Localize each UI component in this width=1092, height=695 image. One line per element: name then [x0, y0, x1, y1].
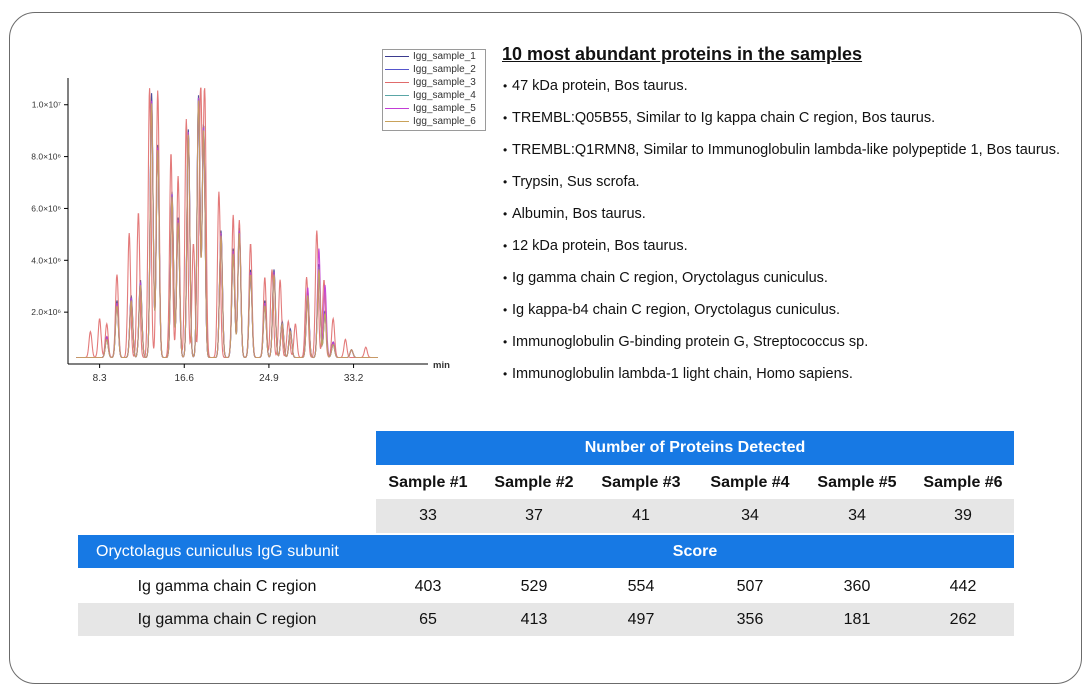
protein-name: TREMBL:Q1RMN8, Similar to Immunoglobulin…: [512, 142, 1061, 158]
x-tick-label: 24.9: [259, 373, 279, 384]
bullet-marker: •: [503, 367, 508, 381]
legend-swatch: [385, 56, 409, 57]
score-value: 507: [736, 577, 764, 595]
protein-count: 37: [525, 507, 543, 524]
legend-entry: Igg_sample_4: [383, 89, 485, 102]
bullet-marker: •: [503, 303, 508, 317]
protein-count: 33: [419, 507, 437, 524]
protein-list-item: • Ig kappa-b4 chain C region, Oryctolagus…: [503, 300, 1060, 332]
slide-card: [9, 12, 1082, 684]
legend-entry: Igg_sample_5: [383, 102, 485, 115]
bullet-marker: •: [503, 79, 508, 93]
x-tick-label: 33.2: [344, 373, 364, 384]
protein-list-item: • 12 kDa protein, Bos taurus.: [503, 236, 1060, 268]
protein-name: 47 kDa protein, Bos taurus.: [512, 78, 688, 94]
protein-list-item: • Immunoglobulin lambda-1 light chain, Ho…: [503, 364, 1060, 396]
legend-label: Igg_sample_6: [413, 116, 476, 127]
legend-swatch: [385, 121, 409, 122]
protein-list-item: • 47 kDa protein, Bos taurus.: [503, 76, 1060, 108]
bullet-marker: •: [503, 207, 508, 221]
protein-name: Immunoglobulin G-binding protein G, Stre…: [512, 334, 869, 350]
score-value: 413: [520, 610, 548, 628]
count-row-bg: [376, 499, 1014, 533]
legend-swatch: [385, 82, 409, 83]
series-line-3: [76, 87, 378, 359]
protein-count: 34: [848, 507, 866, 524]
score-row-bg: [78, 603, 1014, 636]
legend-swatch: [385, 69, 409, 70]
protein-name: TREMBL:Q05B55, Similar to Ig kappa chain…: [512, 110, 936, 126]
sample-header: Sample #3: [601, 474, 681, 491]
bullet-marker: •: [503, 111, 508, 125]
bullet-marker: •: [503, 239, 508, 253]
bullet-marker: •: [503, 335, 508, 349]
chart-legend: Igg_sample_1 Igg_sample_2 Igg_sample_3 Igg_…: [382, 49, 486, 131]
score-value: 181: [843, 610, 871, 628]
y-tick-label: 4.0×10⁶: [31, 255, 61, 265]
legend-label: Igg_sample_4: [413, 90, 476, 101]
bullet-marker: •: [503, 143, 508, 157]
bullet-marker: •: [503, 175, 508, 189]
legend-label: Igg_sample_5: [413, 103, 476, 114]
score-value: 442: [949, 577, 977, 595]
table-header: Number of Proteins Detected: [376, 431, 1014, 465]
series-line-6: [76, 100, 378, 359]
protein-name: Immunoglobulin lambda-1 light chain, Hom…: [512, 366, 853, 382]
protein-count: 34: [741, 507, 759, 524]
score-row-label: Ig gamma chain C region: [137, 610, 317, 628]
score-value: 65: [419, 610, 437, 628]
score-value: 529: [520, 577, 548, 595]
score-value: 360: [843, 577, 871, 595]
protein-name: Trypsin, Sus scrofa.: [512, 174, 640, 190]
x-tick-label: 16.6: [175, 373, 195, 384]
legend-label: Igg_sample_3: [413, 77, 476, 88]
protein-name: Ig kappa-b4 chain C region, Oryctolagus …: [512, 302, 841, 318]
legend-entry: Igg_sample_2: [383, 63, 485, 76]
protein-list-item: • TREMBL:Q05B55, Similar to Ig kappa chai…: [503, 108, 1060, 140]
protein-count: 39: [954, 507, 972, 524]
protein-list-item: • Trypsin, Sus scrofa.: [503, 172, 1060, 204]
protein-list-item: • Ig gamma chain C region, Oryctolagus cu…: [503, 268, 1060, 300]
score-value: 356: [736, 610, 764, 628]
x-unit-label: min: [433, 360, 450, 371]
protein-name: Albumin, Bos taurus.: [512, 206, 646, 222]
score-value: 497: [627, 610, 655, 628]
sample-header: Sample #6: [923, 474, 1003, 491]
protein-name: 12 kDa protein, Bos taurus.: [512, 238, 688, 254]
legend-entry: Igg_sample_1: [383, 50, 485, 63]
y-tick-label: 8.0×10⁶: [31, 152, 61, 162]
legend-label: Igg_sample_2: [413, 64, 476, 75]
x-tick-label: 8.3: [93, 373, 107, 384]
y-tick-label: 6.0×10⁶: [31, 203, 61, 213]
protein-count: 41: [632, 507, 650, 524]
sample-header: Sample #5: [817, 474, 897, 491]
sample-header: Sample #4: [710, 474, 790, 491]
score-value: 554: [627, 577, 655, 595]
chromatogram-chart: 8.3 16.6 24.9 33.2 2.0×10⁶ 4.0×10⁶ 6.0×10⁶ 8.0×…: [31, 78, 450, 384]
score-row-label: Ig gamma chain C region: [137, 577, 317, 595]
y-tick-label: 1.0×10⁷: [32, 100, 61, 110]
series-line-1: [76, 93, 378, 359]
protein-name: Ig gamma chain C region, Oryctolagus cun…: [512, 270, 828, 286]
score-label: Score: [672, 542, 718, 560]
legend-entry: Igg_sample_6: [383, 115, 485, 128]
sample-header: Sample #2: [494, 474, 574, 491]
protein-list-item: • TREMBL:Q1RMN8, Similar to Immunoglobuli…: [503, 140, 1060, 172]
protein-list: • 47 kDa protein, Bos taurus. • TREMBL:Q05B…: [503, 76, 1060, 396]
y-tick-label: 2.0×10⁶: [31, 307, 61, 317]
protein-list-item: • Albumin, Bos taurus.: [503, 204, 1060, 236]
legend-label: Igg_sample_1: [413, 51, 476, 62]
score-header-bar: [78, 535, 1014, 568]
legend-entry: Igg_sample_3: [383, 76, 485, 89]
bullet-marker: •: [503, 271, 508, 285]
score-value: 262: [949, 610, 977, 628]
legend-swatch: [385, 108, 409, 109]
subunit-label: Oryctolagus cuniculus IgG subunit: [96, 542, 339, 560]
protein-list-title: 10 most abundant proteins in the samples: [502, 44, 863, 64]
sample-header: Sample #1: [388, 474, 468, 491]
legend-swatch: [385, 95, 409, 96]
protein-list-item: • Immunoglobulin G-binding protein G, Str…: [503, 332, 1060, 364]
score-value: 403: [414, 577, 442, 595]
